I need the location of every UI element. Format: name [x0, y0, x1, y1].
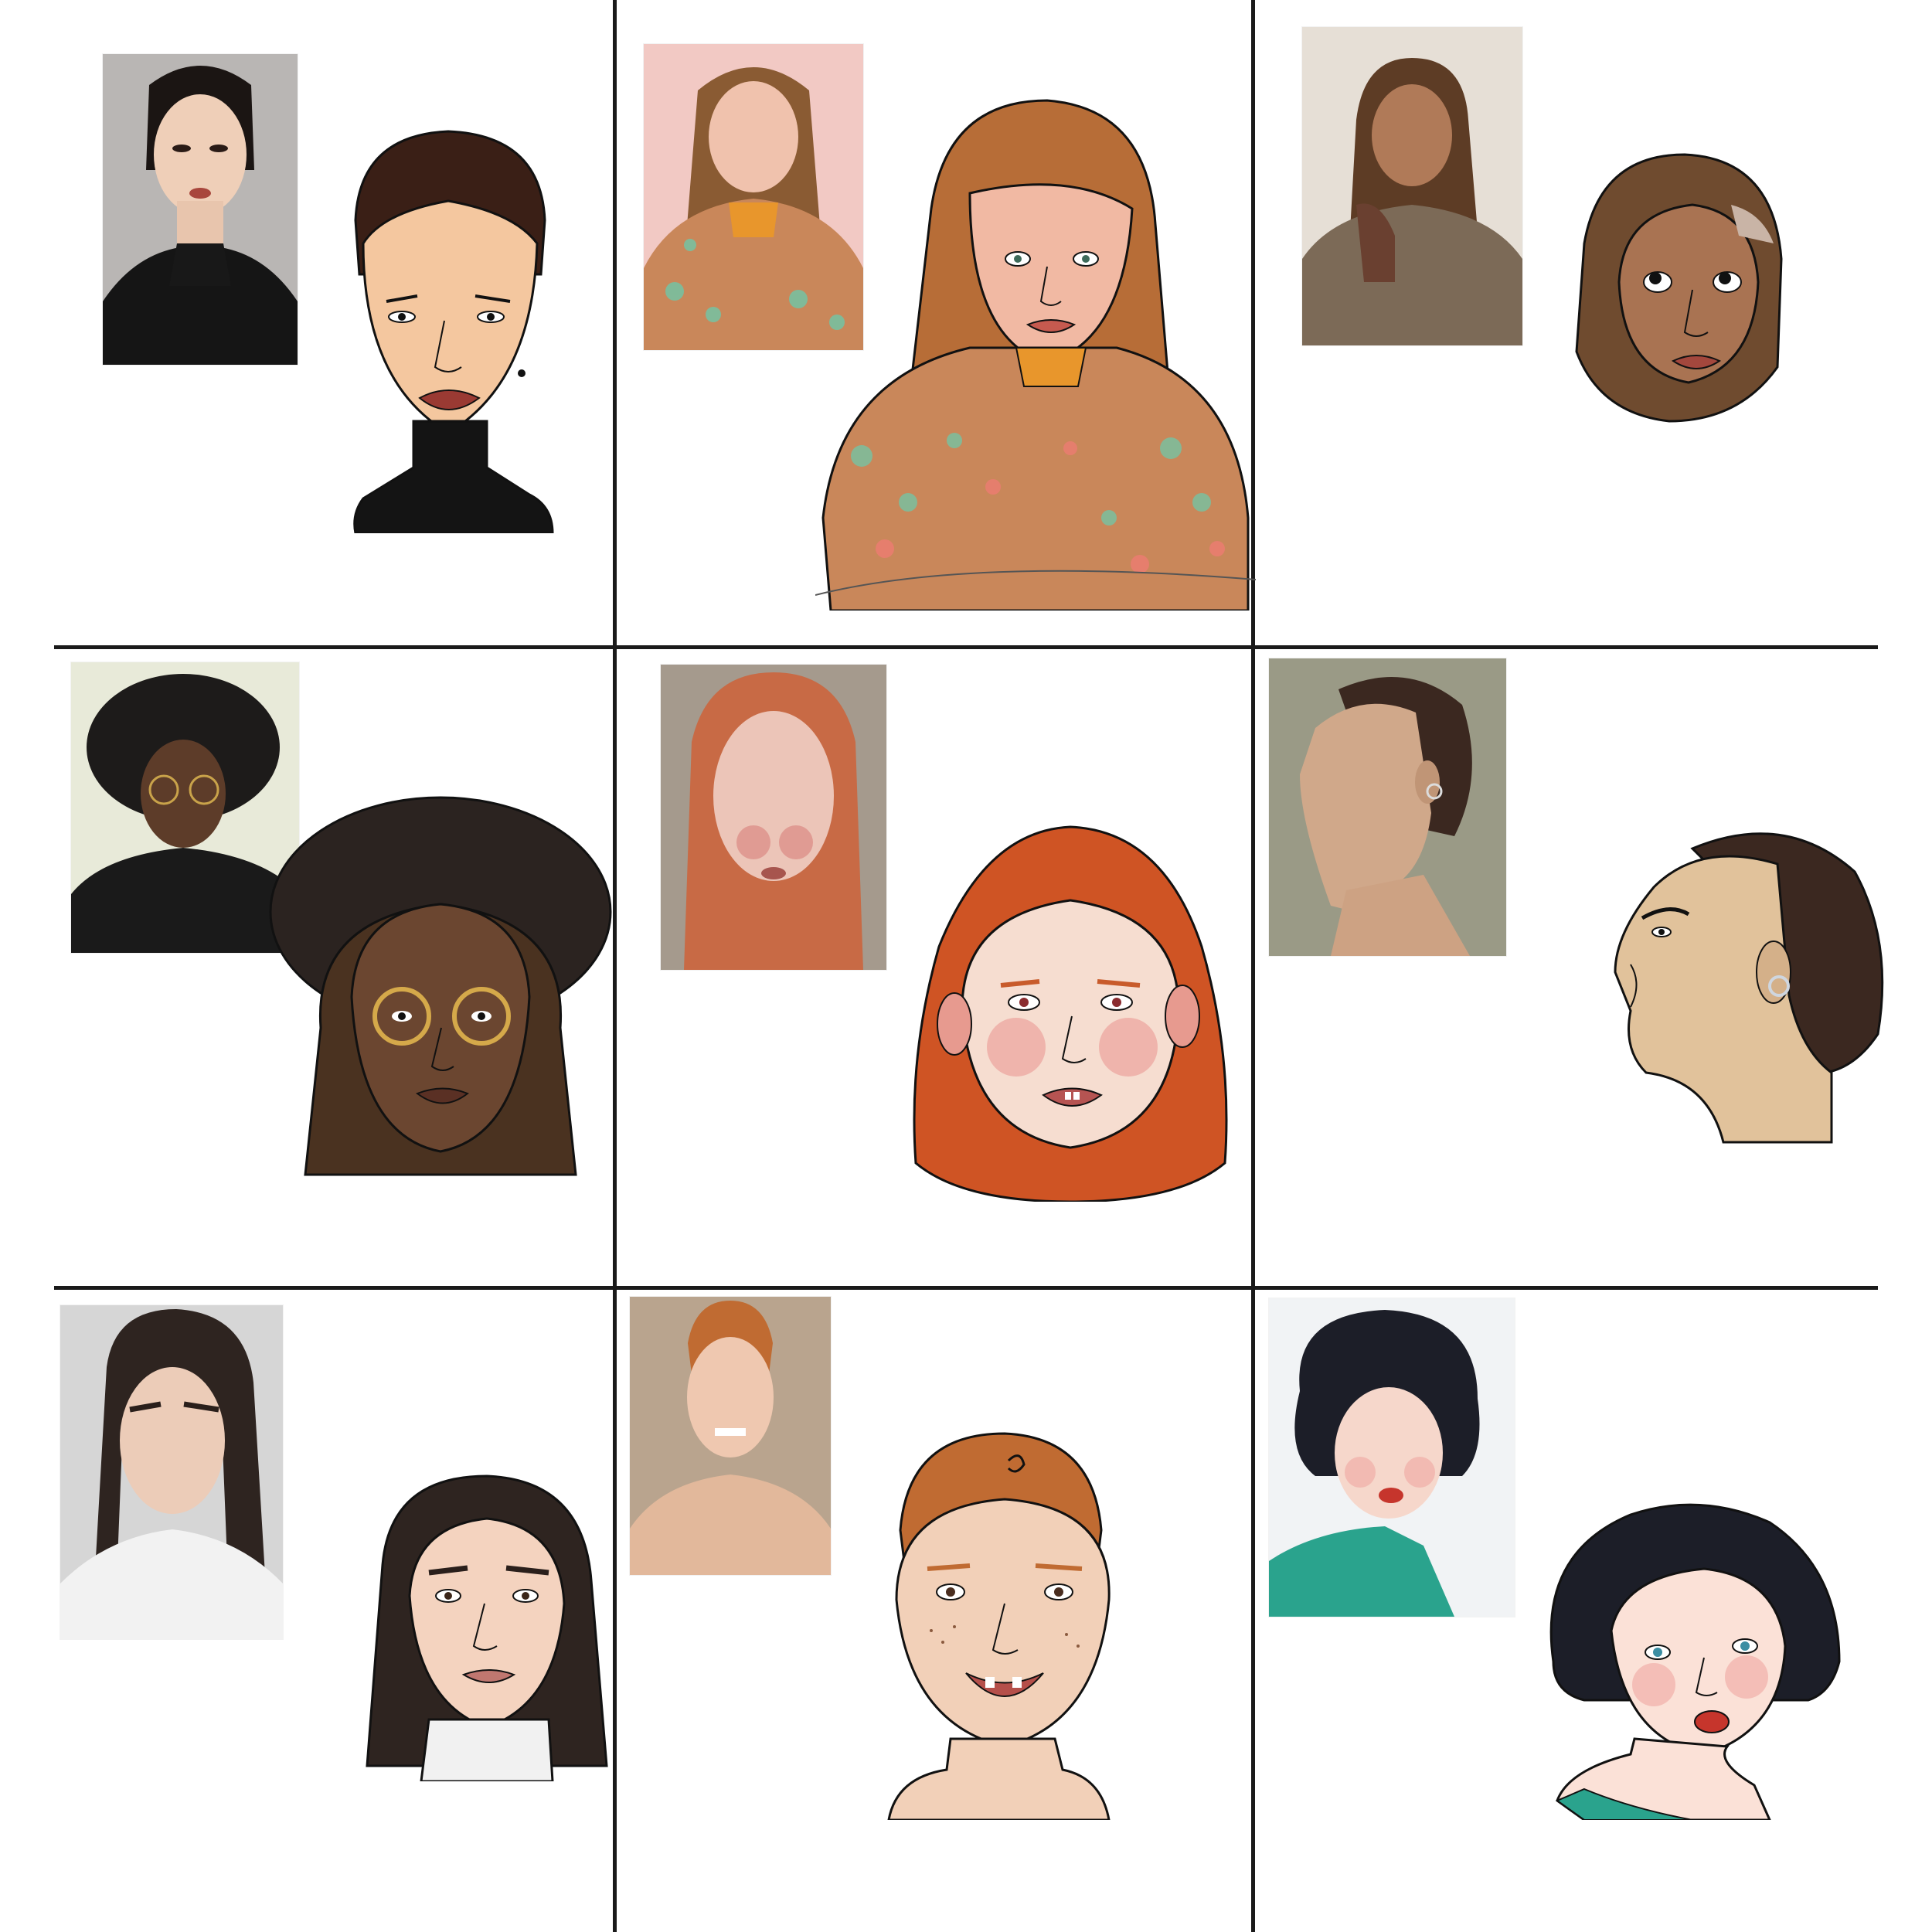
grid-line-vertical-2 [1251, 0, 1255, 1932]
reference-photo [103, 54, 298, 365]
reference-photo [644, 44, 863, 350]
reference-photo [1269, 658, 1506, 956]
grid-line-horizontal-1 [54, 645, 1878, 649]
portrait-drawing [815, 85, 1256, 611]
grid-line-horizontal-2 [54, 1286, 1878, 1290]
portrait-drawing [1569, 151, 1793, 425]
portrait-drawing [267, 796, 614, 1190]
reference-photo [630, 1297, 831, 1575]
portrait-drawing [1538, 1492, 1851, 1820]
portrait-drawing [1600, 818, 1886, 1146]
portrait-drawing [877, 1430, 1124, 1820]
reference-photo [1269, 1298, 1515, 1617]
grid-line-vertical-1 [613, 0, 617, 1932]
portrait-drawing [321, 128, 576, 533]
portrait-drawing [908, 823, 1233, 1202]
reference-photo [661, 665, 886, 970]
reference-photo [60, 1305, 283, 1639]
reference-photo [71, 662, 299, 953]
portrait-drawing [359, 1472, 614, 1781]
reference-photo [1302, 27, 1522, 345]
